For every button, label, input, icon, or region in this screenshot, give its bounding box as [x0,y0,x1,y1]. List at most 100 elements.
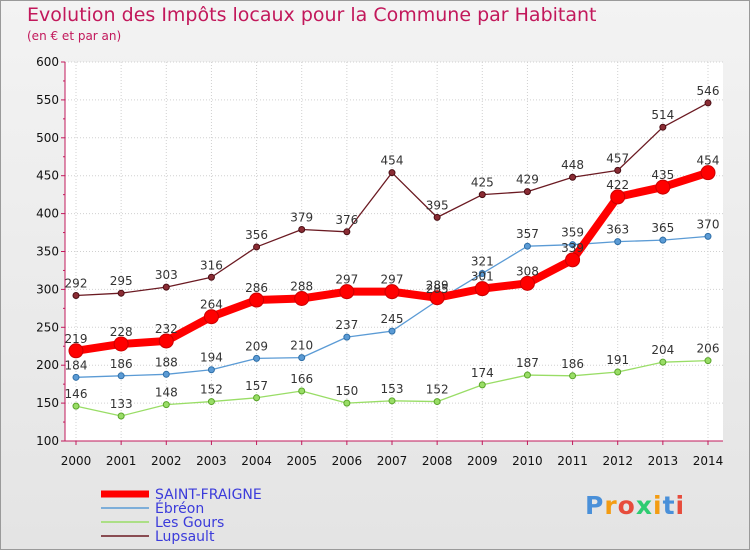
data-point-saint-fraigne [384,284,400,300]
legend-label-les-gours: Les Gours [155,515,224,531]
data-label-saint-fraigne: 454 [697,154,720,168]
data-label-saint-fraigne: 264 [200,298,223,312]
data-label-ebreon: 365 [651,221,674,235]
data-label-saint-fraigne: 308 [516,264,539,278]
y-tick-label: 350 [36,245,59,259]
data-point-saint-fraigne [655,179,671,195]
data-point-lupsault [433,213,441,221]
x-tick-label: 2003 [196,454,227,468]
data-label-saint-fraigne: 228 [110,325,133,339]
data-point-les-gours [659,358,667,366]
data-label-lupsault: 546 [697,84,720,98]
data-label-lupsault: 454 [381,154,404,168]
data-point-lupsault [388,169,396,177]
data-point-ebreon [117,372,125,380]
data-label-saint-fraigne: 301 [471,270,494,284]
data-label-les-gours: 187 [516,356,539,370]
data-label-lupsault: 395 [426,198,449,212]
data-point-saint-fraigne [474,281,490,297]
x-tick-label: 2013 [648,454,679,468]
data-point-lupsault [478,191,486,199]
proxiti-logo: Proxiti [585,491,686,520]
data-point-lupsault [659,123,667,131]
data-label-les-gours: 148 [155,386,178,400]
data-point-lupsault [207,273,215,281]
data-label-saint-fraigne: 297 [335,273,358,287]
data-point-lupsault [162,283,170,291]
data-point-lupsault [614,166,622,174]
data-label-les-gours: 146 [65,387,88,401]
data-label-ebreon: 184 [65,358,88,372]
data-point-les-gours [298,387,306,395]
data-label-lupsault: 356 [245,228,268,242]
data-point-ebreon [614,238,622,246]
data-label-saint-fraigne: 286 [245,281,268,295]
data-label-ebreon: 245 [381,312,404,326]
data-point-lupsault [343,228,351,236]
data-label-lupsault: 429 [516,173,539,187]
data-point-ebreon [388,327,396,335]
x-tick-label: 2011 [557,454,588,468]
data-point-saint-fraigne [158,333,174,349]
y-tick-label: 550 [36,93,59,107]
x-tick-label: 2001 [106,454,137,468]
data-point-saint-fraigne [339,284,355,300]
data-label-lupsault: 376 [335,213,358,227]
y-tick-label: 500 [36,131,59,145]
data-point-les-gours [162,401,170,409]
data-point-les-gours [433,398,441,406]
data-point-les-gours [478,381,486,389]
data-point-ebreon [253,354,261,362]
y-tick-label: 600 [36,55,59,69]
data-point-ebreon [343,333,351,341]
data-point-ebreon [162,370,170,378]
data-point-les-gours [523,371,531,379]
data-point-saint-fraigne [565,252,581,268]
x-tick-label: 2004 [241,454,272,468]
y-tick-label: 400 [36,207,59,221]
data-label-lupsault: 303 [155,268,178,282]
data-label-ebreon: 359 [561,226,584,240]
data-point-les-gours [704,357,712,365]
data-point-ebreon [569,241,577,249]
data-label-saint-fraigne: 232 [155,322,178,336]
data-label-saint-fraigne: 219 [65,332,88,346]
data-label-ebreon: 188 [155,355,178,369]
data-label-saint-fraigne: 339 [561,241,584,255]
y-tick-label: 100 [36,434,59,448]
data-point-lupsault [704,99,712,107]
x-tick-label: 2008 [422,454,453,468]
data-label-ebreon: 285 [426,282,449,296]
chart-subtitle: (en € et par an) [27,29,122,43]
data-point-lupsault [298,226,306,234]
x-tick-label: 2006 [332,454,363,468]
data-label-ebreon: 370 [697,217,720,231]
x-tick-label: 2009 [467,454,498,468]
data-point-saint-fraigne [294,290,310,306]
x-tick-label: 2002 [151,454,182,468]
y-tick-label: 450 [36,169,59,183]
data-label-saint-fraigne: 289 [426,279,449,293]
data-label-ebreon: 357 [516,227,539,241]
data-label-ebreon: 194 [200,351,223,365]
plot-area [65,62,723,441]
data-point-ebreon [72,373,80,381]
x-tick-label: 2010 [512,454,543,468]
data-point-ebreon [523,242,531,250]
data-label-ebreon: 321 [471,254,494,268]
data-point-saint-fraigne [249,292,265,308]
data-label-les-gours: 152 [200,383,223,397]
data-label-ebreon: 209 [245,339,268,353]
data-label-les-gours: 174 [471,366,494,380]
legend-label-saint-fraigne: SAINT-FRAIGNE [155,487,262,503]
data-point-les-gours [388,397,396,405]
data-point-les-gours [614,368,622,376]
data-point-ebreon [207,366,215,374]
data-label-les-gours: 157 [245,379,268,393]
data-point-lupsault [72,291,80,299]
x-tick-label: 2012 [602,454,633,468]
data-point-saint-fraigne [113,336,129,352]
data-label-les-gours: 206 [697,342,720,356]
data-point-saint-fraigne [610,189,626,205]
